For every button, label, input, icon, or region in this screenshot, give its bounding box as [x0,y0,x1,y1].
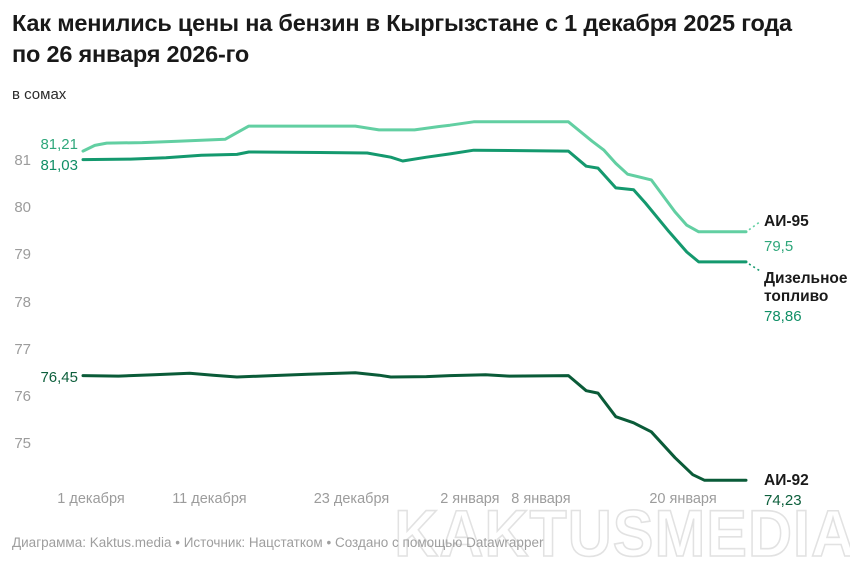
label-connector-ai95 [748,221,761,231]
x-axis-tick: 2 января [440,491,500,507]
y-axis-tick-75: 75 [14,435,31,453]
chart-title: Как менились цены на бензин в Кыргызстан… [12,10,792,68]
series-name-diesel: Дизельное топливо [764,269,848,305]
units-label: в сомах [12,86,67,103]
end-value-ai95: 79,5 [764,237,794,255]
y-axis-tick-77: 77 [14,340,31,358]
x-axis-tick: 11 декабря [172,491,247,507]
kaktusmedia-watermark: KAKTUSMEDIA [394,496,850,561]
y-axis-tick-78: 78 [14,293,31,311]
line-ai92 [81,371,748,482]
attribution-footer: Диаграмма: Kaktus.media • Источник: Нацс… [12,535,544,550]
x-axis-tick: 1 декабря [57,491,125,507]
y-axis-tick-81: 81 [14,152,31,169]
x-axis-tick: 23 декабря [313,491,390,507]
label-connector-diesel [748,263,761,272]
y-axis-tick-80: 80 [14,199,31,217]
end-value-diesel: 78,86 [764,307,802,325]
series-name-ai92: АИ-92 [764,472,809,490]
x-axis-tick: 8 января [511,491,571,507]
series-name-ai95: АИ-95 [764,212,809,230]
x-axis-tick: 20 января [649,491,717,507]
y-axis-tick-76: 76 [14,387,31,405]
start-value-ai92: 76,45 [40,368,78,386]
start-value-diesel: 81,03 [40,156,78,174]
y-axis-tick-79: 79 [14,246,31,264]
line-diesel [81,148,748,264]
line-ai95 [81,120,748,234]
end-value-ai92: 74,23 [764,492,802,510]
start-value-ai95: 81,21 [40,136,78,154]
